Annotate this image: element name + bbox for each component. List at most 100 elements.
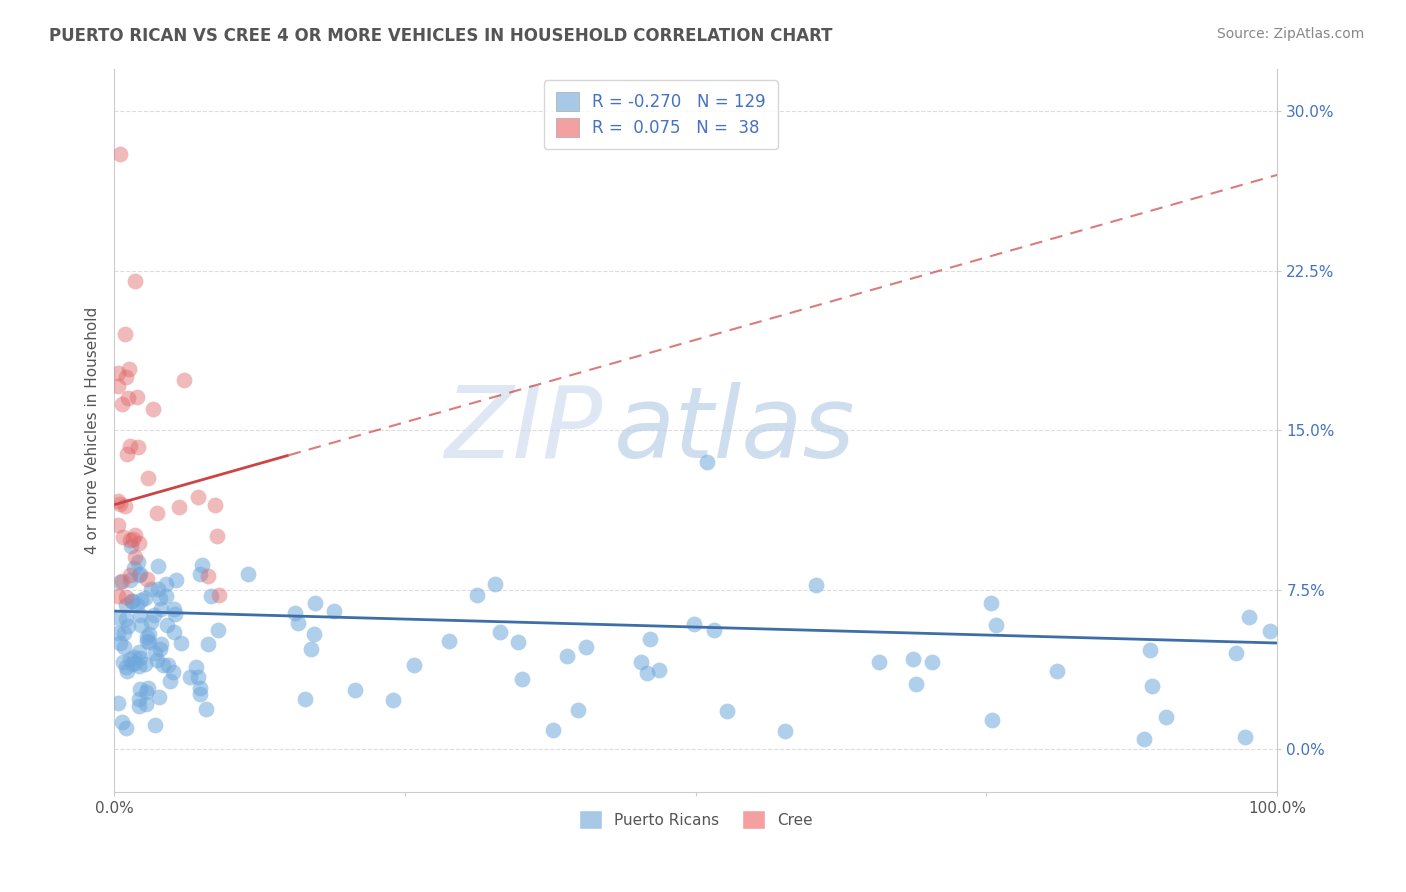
Point bbox=[135, 684, 157, 698]
Legend: Puerto Ricans, Cree: Puerto Ricans, Cree bbox=[572, 804, 818, 835]
Point bbox=[287, 615, 309, 630]
Point bbox=[134, 591, 156, 606]
Point bbox=[127, 440, 149, 454]
Point bbox=[128, 645, 150, 659]
Point bbox=[381, 693, 404, 707]
Point bbox=[114, 499, 136, 513]
Point bbox=[107, 378, 129, 392]
Point bbox=[117, 447, 139, 461]
Point bbox=[128, 567, 150, 582]
Point bbox=[567, 703, 589, 717]
Point bbox=[238, 567, 260, 582]
Point bbox=[107, 611, 129, 625]
Point bbox=[124, 657, 146, 671]
Point bbox=[148, 690, 170, 705]
Point bbox=[118, 362, 141, 376]
Point bbox=[122, 650, 145, 665]
Point bbox=[304, 596, 326, 610]
Point bbox=[868, 655, 890, 669]
Point bbox=[146, 653, 169, 667]
Point bbox=[166, 574, 188, 588]
Point bbox=[197, 637, 219, 651]
Point bbox=[111, 574, 134, 588]
Point bbox=[108, 636, 131, 650]
Point bbox=[141, 582, 163, 596]
Point bbox=[111, 530, 134, 544]
Point bbox=[903, 652, 925, 666]
Point bbox=[344, 682, 367, 697]
Point bbox=[806, 578, 828, 592]
Point bbox=[115, 664, 138, 678]
Point bbox=[555, 648, 578, 663]
Point bbox=[155, 589, 177, 603]
Point bbox=[1133, 731, 1156, 746]
Point bbox=[323, 604, 346, 618]
Point bbox=[208, 588, 231, 602]
Point bbox=[302, 626, 325, 640]
Point bbox=[187, 490, 209, 504]
Point bbox=[204, 498, 226, 512]
Point bbox=[541, 723, 564, 738]
Point bbox=[107, 494, 129, 508]
Point bbox=[128, 607, 150, 622]
Point bbox=[184, 660, 207, 674]
Point bbox=[121, 657, 143, 671]
Point bbox=[138, 634, 160, 648]
Point bbox=[120, 568, 142, 582]
Point bbox=[114, 370, 136, 384]
Point bbox=[188, 681, 211, 695]
Point bbox=[117, 619, 139, 633]
Point bbox=[156, 618, 179, 632]
Point bbox=[984, 618, 1007, 632]
Point bbox=[122, 532, 145, 546]
Point bbox=[127, 598, 149, 612]
Point bbox=[136, 471, 159, 485]
Point bbox=[107, 517, 129, 532]
Point bbox=[575, 640, 598, 654]
Point bbox=[155, 576, 177, 591]
Point bbox=[703, 624, 725, 638]
Point bbox=[683, 616, 706, 631]
Point bbox=[124, 550, 146, 565]
Point bbox=[143, 718, 166, 732]
Point bbox=[191, 558, 214, 573]
Point bbox=[404, 657, 426, 672]
Point bbox=[115, 659, 138, 673]
Point bbox=[200, 589, 222, 603]
Point bbox=[1046, 664, 1069, 678]
Point bbox=[136, 572, 159, 586]
Text: atlas: atlas bbox=[614, 382, 856, 479]
Point bbox=[111, 397, 134, 411]
Point bbox=[107, 696, 129, 710]
Point bbox=[437, 633, 460, 648]
Point bbox=[143, 646, 166, 660]
Point bbox=[188, 566, 211, 581]
Point bbox=[195, 702, 218, 716]
Point bbox=[115, 721, 138, 735]
Point bbox=[128, 658, 150, 673]
Point bbox=[120, 539, 142, 553]
Point bbox=[1237, 610, 1260, 624]
Point bbox=[110, 498, 132, 512]
Point bbox=[107, 366, 129, 380]
Point bbox=[904, 676, 927, 690]
Point bbox=[115, 591, 138, 605]
Point bbox=[135, 634, 157, 648]
Point bbox=[127, 390, 149, 404]
Point bbox=[163, 625, 186, 640]
Point bbox=[127, 555, 149, 569]
Point bbox=[124, 528, 146, 542]
Point bbox=[716, 704, 738, 718]
Point bbox=[1225, 646, 1247, 660]
Point bbox=[156, 657, 179, 672]
Point bbox=[128, 536, 150, 550]
Point bbox=[111, 714, 134, 729]
Point bbox=[696, 455, 718, 469]
Point bbox=[187, 670, 209, 684]
Point bbox=[142, 608, 165, 623]
Point bbox=[139, 615, 162, 629]
Point bbox=[134, 657, 156, 671]
Point bbox=[136, 630, 159, 644]
Point bbox=[169, 500, 191, 515]
Text: PUERTO RICAN VS CREE 4 OR MORE VEHICLES IN HOUSEHOLD CORRELATION CHART: PUERTO RICAN VS CREE 4 OR MORE VEHICLES … bbox=[49, 27, 832, 45]
